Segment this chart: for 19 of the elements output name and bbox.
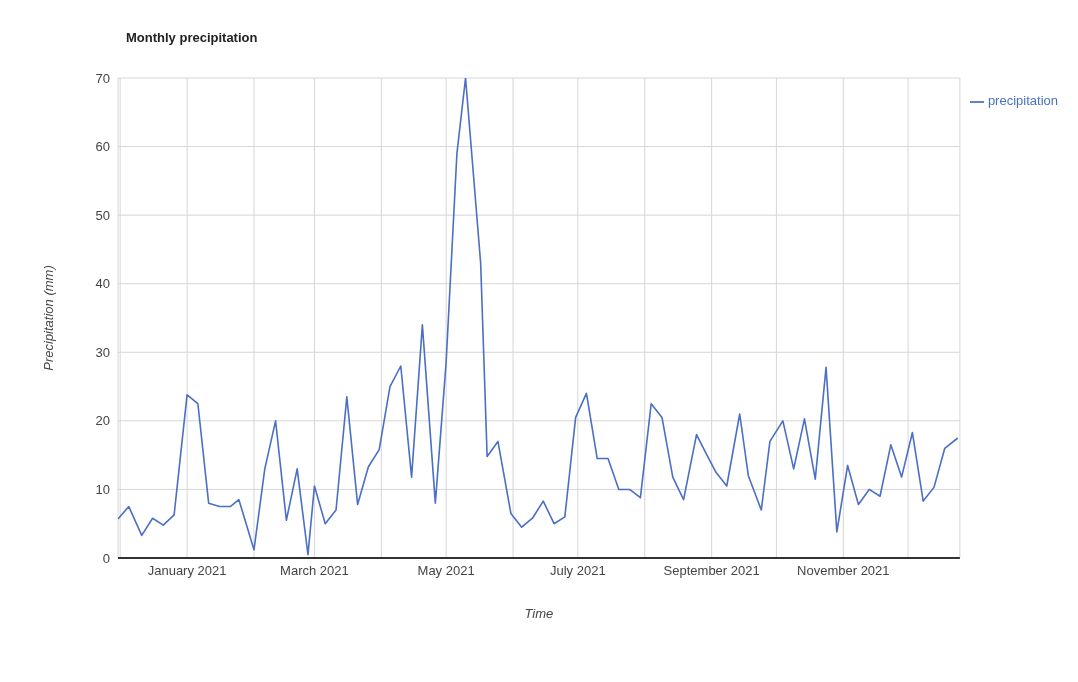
y-tick-label: 40 (95, 276, 110, 292)
y-tick-label: 10 (95, 482, 110, 498)
y-tick-label: 70 (95, 70, 110, 86)
legend-label: precipitation (987, 93, 1058, 108)
y-axis-title: Precipitation (mm) (40, 265, 56, 371)
x-tick-label: January 2021 (147, 563, 227, 579)
x-tick-label: May 2021 (417, 563, 475, 579)
x-axis-title: Time (524, 606, 554, 621)
x-tick-label: July 2021 (549, 563, 606, 579)
x-tick-label: September 2021 (663, 563, 760, 579)
x-tick-label: November 2021 (797, 563, 890, 579)
y-tick-label: 50 (95, 207, 110, 223)
y-tick-label: 60 (95, 139, 110, 155)
x-tick-label: March 2021 (280, 563, 349, 579)
line-series (118, 78, 959, 556)
chart-title: Monthly precipitation (126, 30, 258, 45)
y-tick-label: 20 (95, 413, 110, 429)
y-tick-label: 0 (102, 550, 110, 566)
y-tick-label: 30 (95, 344, 110, 360)
